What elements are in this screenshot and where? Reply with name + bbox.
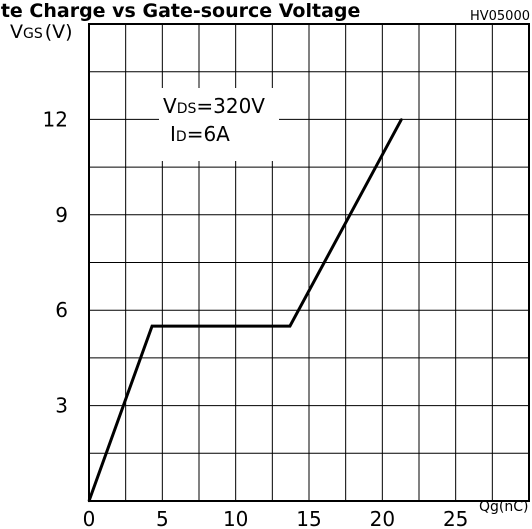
y-tick-label: 12 (43, 107, 68, 131)
x-tick-label: 20 (370, 507, 395, 529)
annotation-id-value: =6A (187, 122, 230, 146)
y-tick-label: 9 (55, 203, 68, 227)
x-tick-label: 15 (296, 507, 321, 529)
annotation-box (159, 88, 279, 161)
plot-frame (88, 23, 530, 502)
y-tick-label: 3 (55, 394, 68, 418)
y-axis-title: VGS (V) (10, 21, 73, 43)
annotation-id-prefix: I (170, 122, 176, 146)
annotation-vds-subscript: DS (177, 101, 197, 117)
x-tick-label: 10 (223, 507, 248, 529)
y-axis-unit: (V) (45, 21, 73, 43)
annotation-id-subscript: D (176, 129, 187, 145)
series-point (288, 324, 292, 328)
figure-code: HV05000 (470, 9, 530, 24)
y-axis-symbol: V (10, 21, 23, 43)
annotation-vds-value: =320V (196, 94, 265, 118)
x-axis-title: Qg(nC) (479, 499, 528, 515)
annotation-vds-prefix: V (163, 94, 177, 118)
annotation-id: ID=6A (170, 122, 230, 146)
x-tick-label: 0 (83, 507, 96, 529)
series-point (150, 324, 154, 328)
x-tick-label: 5 (156, 507, 169, 529)
annotation-vds: VDS=320V (163, 94, 265, 118)
series-point (400, 118, 403, 121)
x-tick-label: 25 (443, 507, 468, 529)
series-line (87, 118, 403, 502)
y-axis-subscript: GS (23, 26, 43, 42)
tick-labels: 0 5 10 15 20 25 3 6 9 12 (43, 107, 469, 529)
grid (89, 24, 529, 501)
chart-title: ate Charge vs Gate-source Voltage (0, 0, 360, 22)
y-tick-label: 6 (55, 298, 68, 322)
